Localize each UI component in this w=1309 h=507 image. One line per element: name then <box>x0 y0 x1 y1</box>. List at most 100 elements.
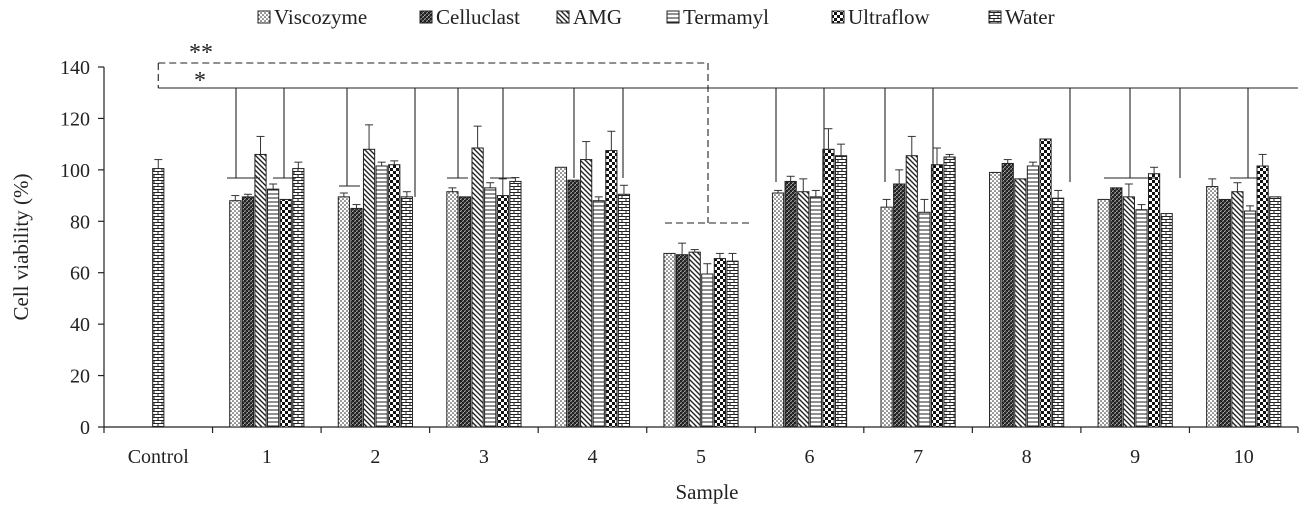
y-axis: 0 20 40 60 80 100 120 140 <box>60 57 105 439</box>
bar-viscozyme <box>989 171 1002 428</box>
bar-celluclast <box>458 196 472 428</box>
single-star-annotation: * <box>194 68 206 94</box>
legend-label-water: Water <box>1005 5 1055 29</box>
x-tick-label: 5 <box>696 446 706 468</box>
bar-water <box>617 193 631 428</box>
double-star-annotation: ** <box>189 40 213 66</box>
x-tick-label: 3 <box>479 446 489 468</box>
legend-swatch-water <box>988 10 1002 24</box>
bar-viscozyme <box>1206 186 1219 428</box>
bar-termamyl <box>375 165 388 428</box>
error-bars <box>154 124 1267 274</box>
bar-viscozyme <box>446 191 459 428</box>
legend-label-termamyl: Termamyl <box>683 5 769 29</box>
x-tick-label: 8 <box>1022 446 1032 468</box>
bars <box>152 138 1282 428</box>
x-axis: Control 1 2 3 4 5 6 7 8 9 10 <box>103 426 1299 468</box>
significance-brackets <box>157 62 1298 224</box>
bar-viscozyme <box>554 166 568 428</box>
legend-label-ultraflow: Ultraflow <box>848 5 930 29</box>
bar-ultraflow <box>279 198 292 428</box>
bar-amg <box>688 251 701 428</box>
bar-ultraflow <box>713 258 726 428</box>
bar-amg <box>471 147 484 428</box>
x-tick-label: 6 <box>805 446 815 468</box>
bar-termamyl <box>918 211 931 428</box>
y-tick-label: 80 <box>70 211 90 233</box>
bar-water <box>943 156 956 428</box>
bar-viscozyme <box>771 192 785 428</box>
y-tick-label: 120 <box>60 108 90 130</box>
bar-amg <box>362 148 376 428</box>
bar-viscozyme <box>229 200 242 428</box>
bar-celluclast <box>567 179 580 428</box>
bar-termamyl <box>484 187 497 428</box>
bar-amg <box>580 159 593 428</box>
legend: Viscozyme Celluclast AMG Termamyl Ultraflow W… <box>257 5 1055 29</box>
legend-swatch-ultraflow <box>831 10 845 24</box>
legend-swatch-amg <box>556 10 570 24</box>
bar-celluclast <box>350 207 363 428</box>
bar-celluclast <box>784 180 797 428</box>
bar-ultraflow <box>1147 173 1161 428</box>
y-tick-label: 20 <box>70 366 90 388</box>
bar-amg <box>905 155 918 428</box>
bar-viscozyme <box>880 206 893 428</box>
bar-amg <box>797 191 810 428</box>
x-tick-label: 7 <box>913 446 923 468</box>
y-tick-label: 0 <box>80 417 90 439</box>
bar-celluclast <box>1110 187 1123 428</box>
bar-amg <box>254 153 267 428</box>
bar-control-water <box>152 168 165 428</box>
x-axis-label: Sample <box>676 480 739 504</box>
y-axis-label: Cell viability (%) <box>9 174 33 321</box>
bar-ultraflow <box>388 164 401 428</box>
y-tick-label: 60 <box>70 263 90 285</box>
x-tick-label: 2 <box>370 446 380 468</box>
bar-water <box>726 260 739 428</box>
bar-celluclast <box>676 254 689 428</box>
bar-termamyl <box>1135 209 1148 428</box>
bar-celluclast <box>1218 198 1231 428</box>
bar-celluclast <box>1001 162 1014 428</box>
y-tick-label: 140 <box>60 57 90 79</box>
bar-viscozyme <box>337 196 350 428</box>
y-tick-label: 100 <box>60 160 90 182</box>
legend-label-viscozyme: Viscozyme <box>274 5 367 29</box>
bar-water <box>292 168 305 428</box>
bar-termamyl <box>809 196 822 428</box>
bar-termamyl <box>1243 210 1257 428</box>
bar-water <box>400 196 413 428</box>
bar-ultraflow <box>1039 138 1052 428</box>
bar-ultraflow <box>1256 165 1269 428</box>
bar-amg <box>1231 191 1244 428</box>
legend-swatch-viscozyme <box>257 10 271 24</box>
bar-celluclast <box>893 183 906 428</box>
x-tick-label: 1 <box>262 446 272 468</box>
bar-water <box>509 180 522 428</box>
bar-termamyl <box>267 188 280 428</box>
x-tick-label: Control <box>128 446 190 468</box>
bar-ultraflow <box>822 148 835 428</box>
bar-viscozyme <box>663 252 676 428</box>
bar-celluclast <box>241 196 255 428</box>
bar-water <box>1269 196 1282 428</box>
bar-ultraflow <box>605 150 618 428</box>
bar-ultraflow <box>496 195 509 428</box>
bar-termamyl <box>1026 165 1040 428</box>
x-tick-label: 9 <box>1130 446 1140 468</box>
x-tick-label: 4 <box>587 446 597 468</box>
legend-label-celluclast: Celluclast <box>436 5 520 29</box>
y-tick-label: 40 <box>70 314 90 336</box>
x-tick-label: 10 <box>1234 446 1254 468</box>
legend-swatch-celluclast <box>419 10 433 24</box>
bar-water <box>1160 213 1173 428</box>
bar-amg <box>1122 196 1135 428</box>
legend-label-amg: AMG <box>573 5 622 29</box>
bar-amg <box>1014 178 1027 428</box>
bar-termamyl <box>592 200 605 428</box>
bar-termamyl <box>701 273 714 428</box>
legend-swatch-termamyl <box>666 10 680 24</box>
bar-water <box>1052 197 1065 428</box>
